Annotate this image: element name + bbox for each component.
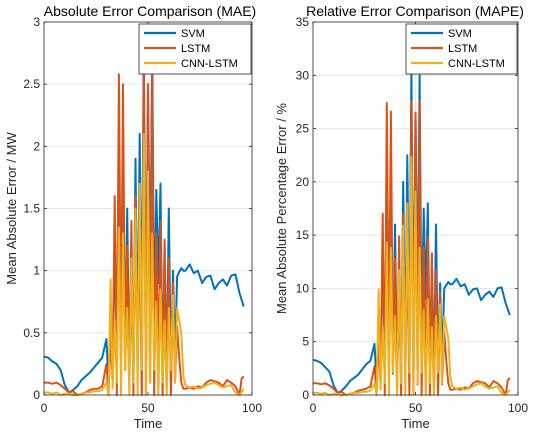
x-tick-label: 100 xyxy=(508,401,528,415)
y-tick-label: 0 xyxy=(33,388,40,402)
legend-label-svm: SVM xyxy=(448,28,472,40)
chart-panel-1: 0 0.5 1 1.5 2 2.5 3 0 50 100 Absolute Error Compar… xyxy=(4,3,262,431)
y-tick-label: 1 xyxy=(33,264,40,278)
x-tick-label: 0 xyxy=(310,401,317,415)
y-tick-label: 25 xyxy=(296,122,310,136)
legend-label-lstm: LSTM xyxy=(448,43,477,55)
y-tick-label: 2.5 xyxy=(23,77,40,91)
x-tick-label: 100 xyxy=(242,401,262,415)
series-line-cnn-lstm xyxy=(44,132,245,396)
legend: SVM LSTM CNN-LSTM xyxy=(138,23,252,75)
legend-label-cnn-lstm: CNN-LSTM xyxy=(181,58,238,70)
y-tick-label: 5 xyxy=(302,335,309,349)
x-tick-label: 0 xyxy=(41,401,48,415)
y-axis-label: Mean Absolute Error / MW xyxy=(4,132,19,285)
chart-panel-2: 0 5 10 15 20 25 30 35 0 50 100 Relative Error Compa… xyxy=(274,3,528,431)
chart-title: Absolute Error Comparison (MAE) xyxy=(44,3,256,19)
y-tick-label: 0 xyxy=(302,388,309,402)
legend-label-lstm: LSTM xyxy=(181,43,210,55)
x-axis-label: Time xyxy=(134,416,162,431)
series-line-cnn-lstm xyxy=(313,156,511,396)
y-tick-label: 35 xyxy=(296,15,310,29)
legend-label-svm: SVM xyxy=(181,28,205,40)
y-tick-label: 10 xyxy=(296,281,310,295)
x-tick-label: 50 xyxy=(141,401,155,415)
y-tick-label: 20 xyxy=(296,175,310,189)
y-tick-label: 1.5 xyxy=(23,202,40,216)
x-axis-label: Time xyxy=(401,416,429,431)
legend-label-cnn-lstm: CNN-LSTM xyxy=(448,58,505,70)
y-tick-label: 2 xyxy=(33,139,40,153)
y-tick-label: 3 xyxy=(33,15,40,29)
legend: SVM LSTM CNN-LSTM xyxy=(405,23,518,75)
y-tick-label: 15 xyxy=(296,228,310,242)
y-tick-label: 0.5 xyxy=(23,326,40,340)
y-tick-label: 30 xyxy=(296,68,310,82)
y-axis-label: Mean Absolute Percentage Error / % xyxy=(274,103,289,314)
x-tick-label: 50 xyxy=(409,401,423,415)
chart-title: Relative Error Comparison (MAPE) xyxy=(306,3,524,19)
